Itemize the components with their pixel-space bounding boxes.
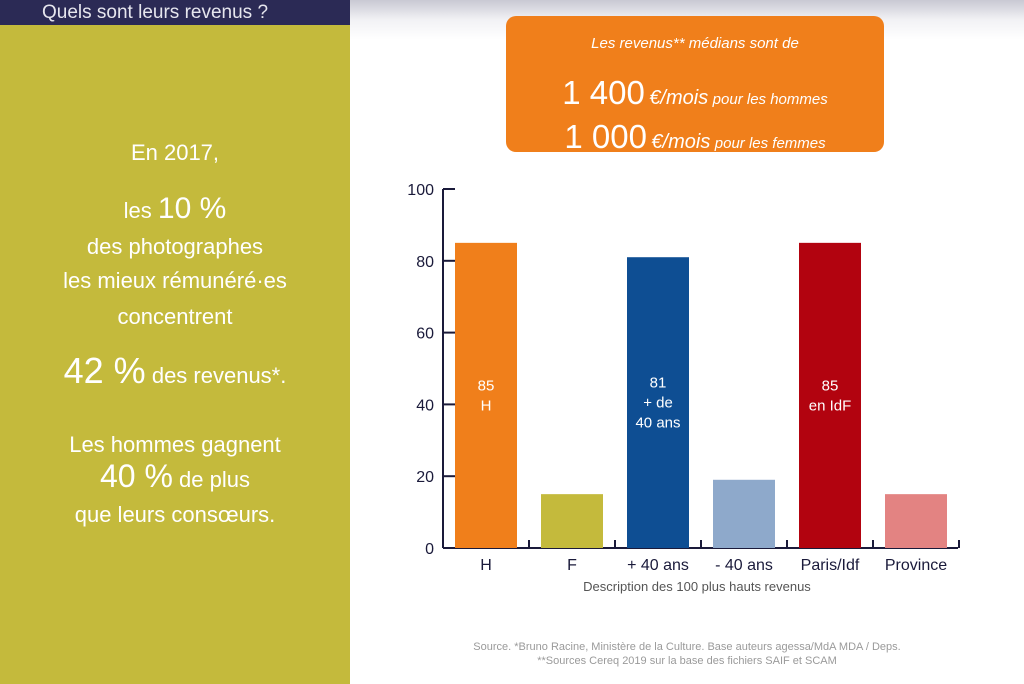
bar-data-label: + de (643, 395, 673, 412)
stat-line-photographers: des photographes (86, 234, 264, 259)
bar (541, 494, 603, 548)
women-label: pour les femmes (714, 135, 826, 152)
x-tick-label: Paris/Idf (801, 557, 860, 574)
bar-data-label: 85 (822, 377, 839, 394)
source-line-1: Source. *Bruno Racine, Ministère de la C… (473, 641, 901, 653)
y-tick-label: 100 (407, 182, 434, 199)
x-axis-title: Description des 100 plus hauts revenus (583, 579, 811, 594)
median-income-banner: Les revenus** médians sont de 1 400 €/mo… (506, 16, 884, 155)
stat-revenue-share: 42 % des revenus*. (0, 350, 350, 392)
men-unit: €/mois (649, 87, 709, 109)
banner-women-line: 1 000 €/mois pour les femmes (506, 118, 884, 156)
stat-top-share: les 10 % (0, 192, 350, 226)
y-tick-label: 0 (425, 541, 434, 558)
banner-men-line: 1 400 €/mois pour les hommes (506, 74, 884, 112)
x-tick-label: Province (885, 557, 947, 574)
stat-line-best-paid: les mieux rémunéré·es (63, 268, 287, 293)
women-unit: €/mois (651, 131, 711, 153)
left-panel: Quels sont leurs revenus ? En 2017, les … (0, 0, 350, 684)
x-tick-label: + 40 ans (627, 557, 689, 574)
bar-data-label: 40 ans (635, 415, 680, 432)
stat-prefix: les (123, 198, 152, 223)
bar (627, 257, 689, 548)
men-amount: 1 400 (562, 74, 645, 111)
stat-men-more: 40 % de plus (0, 458, 350, 495)
stat-line-concentrate: concentrent (117, 304, 233, 329)
x-tick-label: - 40 ans (715, 557, 773, 574)
stat-top-percent: 10 % (157, 192, 227, 225)
page-title: Quels sont leurs revenus ? (0, 0, 350, 25)
source-line-2: **Sources Cereq 2019 sur la base des fic… (537, 655, 837, 667)
stat-colleagues: que leurs consœurs. (74, 502, 276, 527)
y-tick-label: 20 (416, 469, 434, 486)
stat-year: En 2017, (130, 140, 220, 165)
bar-data-label: en IdF (809, 397, 852, 414)
bar (713, 479, 775, 548)
bar-data-label: 81 (650, 375, 667, 392)
bar (799, 242, 861, 548)
stat-revenue-percent: 42 % (63, 350, 146, 391)
bar (455, 242, 517, 548)
x-tick-label: F (567, 557, 577, 574)
men-label: pour les hommes (712, 91, 828, 108)
y-tick-label: 40 (416, 397, 434, 414)
stat-men-suffix: de plus (179, 467, 250, 492)
y-tick-label: 60 (416, 326, 434, 343)
bar (885, 494, 947, 548)
banner-intro: Les revenus** médians sont de (591, 35, 799, 52)
stat-men-percent: 40 % (99, 458, 173, 494)
stat-men-earn: Les hommes gagnent (69, 432, 281, 457)
stat-revenue-suffix: des revenus*. (151, 363, 287, 388)
bar-data-label: 85 (478, 377, 495, 394)
y-tick-label: 80 (416, 254, 434, 271)
women-amount: 1 000 (564, 118, 647, 155)
x-tick-label: H (480, 557, 492, 574)
bar-data-label: H (481, 397, 492, 414)
